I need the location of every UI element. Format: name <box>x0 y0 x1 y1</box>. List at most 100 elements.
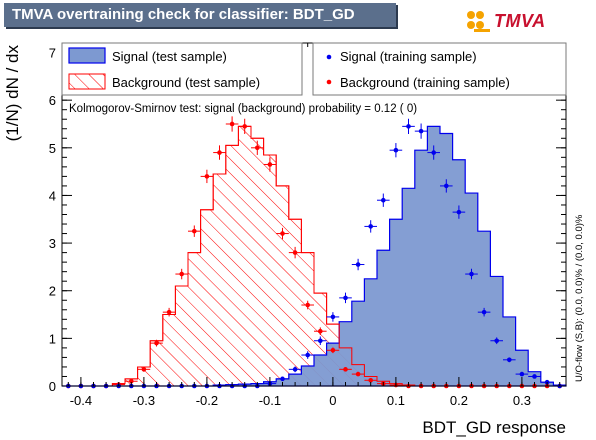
background-training-marker <box>343 367 348 372</box>
x-tick-label: -0.4 <box>70 393 92 408</box>
signal-training-marker <box>305 352 311 358</box>
background-training-marker <box>280 231 285 236</box>
y-tick-label: 1 <box>49 331 56 346</box>
y-tick-label: 2 <box>49 284 56 299</box>
signal-training-marker <box>532 374 537 379</box>
x-tick-label: 0 <box>329 393 336 408</box>
background-training-point <box>326 347 340 354</box>
background-training-marker <box>368 377 374 383</box>
ks-test-text: Kolmogorov-Smirnov test: signal (backgro… <box>69 103 417 115</box>
background-training-point <box>276 227 289 240</box>
x-tick-label: -0.1 <box>259 393 281 408</box>
legend-marker-background-training <box>326 79 332 85</box>
signal-training-marker <box>456 209 462 215</box>
signal-training-marker <box>330 314 336 320</box>
signal-training-marker <box>292 367 298 372</box>
signal-training-marker <box>381 197 386 203</box>
signal-training-point <box>351 258 365 271</box>
background-training-marker <box>141 367 147 372</box>
background-training-point <box>351 371 365 377</box>
legend: Signal (test sample) Background (test sam… <box>61 42 567 96</box>
signal-training-point <box>503 357 516 363</box>
signal-training-point <box>402 118 415 134</box>
x-tick-label: -0.3 <box>133 393 155 408</box>
x-tick-label: 0.3 <box>513 393 531 408</box>
x-tick-label: -0.2 <box>196 393 218 408</box>
logo-text: TMVA <box>494 11 546 31</box>
signal-training-marker <box>355 262 361 267</box>
legend-label-background-test: Background (test sample) <box>112 75 260 90</box>
signal-training-marker <box>343 295 348 301</box>
background-training-point <box>288 246 302 259</box>
signal-training-point <box>465 268 478 280</box>
background-training-point <box>175 268 188 280</box>
background-training-marker <box>154 340 159 346</box>
background-training-marker <box>204 174 210 179</box>
signal-training-point <box>477 307 491 317</box>
background-training-marker <box>318 328 323 334</box>
background-training-marker <box>166 309 172 315</box>
signal-training-point <box>452 205 466 219</box>
x-axis-label: BDT_GD response <box>422 418 566 437</box>
background-training-point <box>263 157 277 172</box>
signal-training-point <box>339 292 352 304</box>
background-training-marker <box>305 302 311 308</box>
legend-box-right <box>312 42 567 96</box>
signal-training-marker <box>519 371 525 377</box>
background-training-marker <box>267 162 273 167</box>
signal-training-point <box>440 179 453 193</box>
signal-training-point <box>288 366 302 373</box>
background-training-point <box>188 225 201 237</box>
background-training-marker <box>217 150 222 155</box>
signal-training-marker <box>280 376 285 382</box>
legend-label-signal-test: Signal (test sample) <box>112 49 227 64</box>
background-training-marker <box>179 271 184 277</box>
chart-title: TMVA overtraining check for classifier: … <box>12 6 355 23</box>
background-training-marker <box>129 378 134 384</box>
legend-swatch-background-test <box>68 73 106 90</box>
background-training-marker <box>242 124 247 129</box>
background-training-point <box>238 118 251 134</box>
y-tick-label: 4 <box>49 188 56 203</box>
y-axis-label: (1/N) dN / dx <box>3 45 22 142</box>
signal-training-point <box>389 143 403 158</box>
background-training-point <box>213 145 226 160</box>
signal-training-marker <box>368 224 374 229</box>
legend-label-signal-training: Signal (training sample) <box>340 49 477 64</box>
y-tick-label: 5 <box>49 141 56 156</box>
signal-training-point <box>377 193 390 207</box>
background-training-point <box>200 169 214 184</box>
legend-marker-signal-training <box>326 54 332 60</box>
background-training-marker <box>192 228 197 234</box>
logo-dots-icon <box>467 11 490 32</box>
signal-training-point <box>528 374 541 379</box>
background-training-point <box>150 339 163 347</box>
x-tick-label: 0.1 <box>387 393 405 408</box>
background-training-point <box>364 377 377 383</box>
signal-training-point <box>427 145 440 160</box>
signal-training-marker <box>481 309 487 315</box>
signal-training-point <box>364 220 377 233</box>
signal-training-marker <box>318 338 323 344</box>
y-tick-label: 0 <box>49 379 56 394</box>
signal-training-marker <box>393 147 399 153</box>
y-tick-label: 3 <box>49 236 56 251</box>
signal-training-marker <box>507 357 512 363</box>
background-training-point <box>162 307 176 317</box>
y-tick-label: 7 <box>49 46 56 61</box>
tmva-logo: TMVA <box>466 8 558 36</box>
background-training-marker <box>292 250 298 255</box>
signal-training-point <box>326 312 340 322</box>
signal-training-point <box>314 336 327 346</box>
background-training-marker <box>229 121 235 127</box>
y-tick-label: 6 <box>49 93 56 108</box>
signal-training-marker <box>406 124 411 129</box>
background-training-point <box>251 140 264 155</box>
signal-training-point <box>490 337 503 345</box>
signal-training-marker <box>494 338 500 344</box>
background-training-point <box>225 116 239 132</box>
overflow-note: U/O-flow (S,B): (0.0, 0.0)% / (0.0, 0.0)… <box>574 214 585 382</box>
signal-training-marker <box>469 271 474 277</box>
background-training-point <box>301 300 314 310</box>
legend-swatch-signal-test <box>68 47 106 64</box>
